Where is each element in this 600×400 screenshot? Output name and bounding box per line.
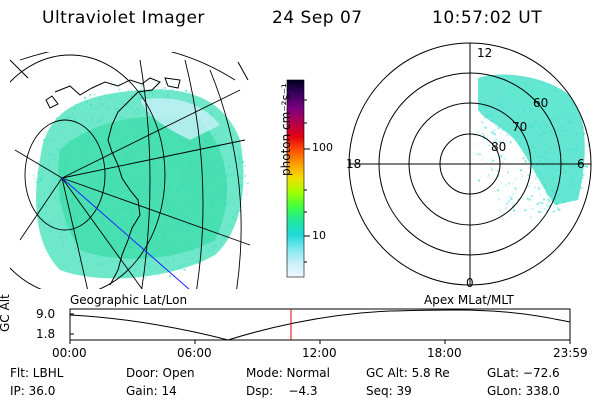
mlt-label-12: 12 [477, 46, 493, 60]
gc-altitude: GC Alt: 5.8 Re [366, 366, 450, 380]
filter-status: Flt: LBHL [10, 366, 64, 380]
image-time: 10:57:02 UT [432, 8, 543, 28]
instrument-title: Ultraviolet Imager [42, 8, 205, 28]
mlt-label-6: 6 [577, 157, 585, 171]
colorbar-tick-100: 100 [312, 141, 333, 154]
door-status: Door: Open [126, 366, 195, 380]
ip-value: IP: 36.0 [10, 384, 56, 398]
geographic-latitude: GLat: −72.6 [487, 366, 560, 380]
polar-panel [348, 42, 592, 286]
geographic-longitude: GLon: 338.0 [487, 384, 560, 398]
right-panel-caption: Apex MLat/MLT [424, 293, 514, 307]
altitude-curve [69, 309, 571, 341]
altitude-ytick-low: 1.8 [36, 327, 56, 341]
altitude-ylabel: GC Alt [0, 294, 12, 332]
mlat-label-80: 80 [491, 140, 507, 154]
graticule [10, 52, 251, 289]
colorbar [286, 79, 305, 278]
colorbar-unit-label: photon cm⁻²s⁻¹ [279, 83, 293, 176]
altitude-ytick-high: 9.0 [36, 307, 56, 321]
altitude-plot [69, 308, 571, 344]
mlat-label-70: 70 [512, 120, 528, 134]
mlt-label-18: 18 [346, 157, 362, 171]
mlt-label-0: 0 [466, 276, 474, 290]
time-tick-0600: 06:00 [177, 346, 212, 360]
sun-meridian-line [61, 177, 190, 289]
mode-status: Mode: Normal [246, 366, 330, 380]
time-tick-1800: 18:00 [427, 346, 462, 360]
image-date: 24 Sep 07 [272, 8, 363, 28]
geographic-panel [10, 52, 251, 289]
colorbar-tick-10: 10 [312, 229, 326, 242]
time-tick-0000: 00:00 [52, 346, 87, 360]
dsp-value: Dsp: −4.3 [246, 384, 318, 398]
time-tick-1200: 12:00 [302, 346, 337, 360]
colorbar-ticks [304, 99, 310, 263]
coastline [54, 77, 161, 286]
sequence-number: Seq: 39 [366, 384, 412, 398]
mlat-label-60: 60 [533, 96, 549, 110]
left-panel-caption: Geographic Lat/Lon [70, 293, 188, 307]
time-tick-2359: 23:59 [553, 346, 588, 360]
gain-value: Gain: 14 [126, 384, 177, 398]
